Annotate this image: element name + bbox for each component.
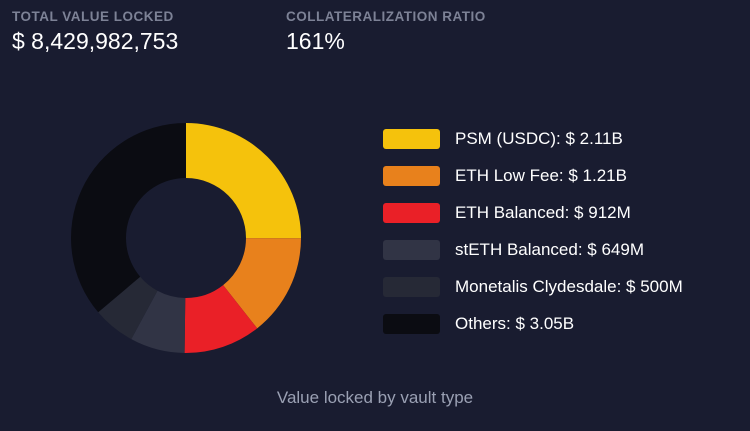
- stat-label-collateralization-ratio: COLLATERALIZATION RATIO: [286, 9, 486, 24]
- legend-swatch: [383, 202, 440, 223]
- donut-segment-eth-low-fee[interactable]: [223, 238, 301, 329]
- donut-segment-others[interactable]: [71, 123, 186, 313]
- stat-collateralization-ratio: COLLATERALIZATION RATIO 161%: [286, 9, 486, 55]
- stat-total-value-locked: TOTAL VALUE LOCKED $ 8,429,982,753: [12, 9, 178, 55]
- legend-label: Monetalis Clydesdale: $ 500M: [455, 276, 683, 296]
- legend-item-others[interactable]: Others: $ 3.05B: [383, 313, 683, 334]
- legend-swatch: [383, 276, 440, 297]
- stat-value-collateralization-ratio: 161%: [286, 28, 345, 54]
- legend-item-monetalis-clydesdale[interactable]: Monetalis Clydesdale: $ 500M: [383, 276, 683, 297]
- donut-segment-eth-balanced[interactable]: [184, 285, 258, 353]
- legend-label: ETH Balanced: $ 912M: [455, 202, 631, 222]
- legend-item-psm-usdc[interactable]: PSM (USDC): $ 2.11B: [383, 128, 683, 149]
- stat-value-total-value-locked: $ 8,429,982,753: [12, 28, 179, 54]
- donut-chart: [71, 123, 301, 353]
- legend-item-eth-low-fee[interactable]: ETH Low Fee: $ 1.21B: [383, 165, 683, 186]
- chart-legend: PSM (USDC): $ 2.11B ETH Low Fee: $ 1.21B…: [383, 128, 683, 350]
- legend-label: stETH Balanced: $ 649M: [455, 239, 644, 259]
- legend-item-eth-balanced[interactable]: ETH Balanced: $ 912M: [383, 202, 683, 223]
- legend-label: PSM (USDC): $ 2.11B: [455, 128, 623, 148]
- donut-segment-monetalis-clydesdale[interactable]: [98, 276, 158, 340]
- legend-swatch: [383, 165, 440, 186]
- donut-segment-steth-balanced[interactable]: [131, 290, 186, 353]
- legend-swatch: [383, 313, 440, 334]
- legend-label: ETH Low Fee: $ 1.21B: [455, 165, 627, 185]
- legend-label: Others: $ 3.05B: [455, 313, 575, 333]
- legend-swatch: [383, 128, 440, 149]
- stat-label-total-value-locked: TOTAL VALUE LOCKED: [12, 9, 174, 24]
- chart-caption: Value locked by vault type: [276, 388, 474, 407]
- donut-segment-psm-usdc[interactable]: [186, 123, 301, 239]
- legend-swatch: [383, 239, 440, 260]
- legend-item-steth-balanced[interactable]: stETH Balanced: $ 649M: [383, 239, 683, 260]
